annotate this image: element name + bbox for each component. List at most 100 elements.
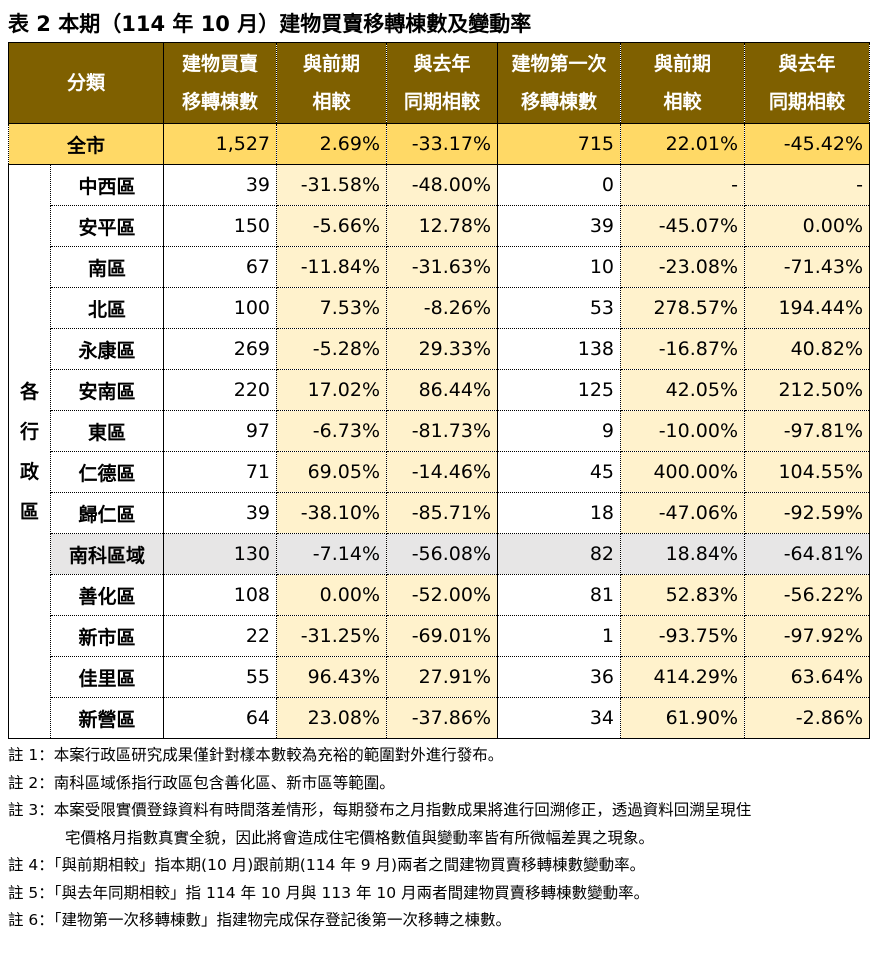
- value-cell: -31.25%: [276, 615, 388, 657]
- value-cell: -52.00%: [386, 574, 499, 616]
- header-line: 與前期: [654, 53, 712, 75]
- header-line: 與去年: [413, 53, 471, 75]
- value-cell: 81: [497, 574, 622, 616]
- value-cell: 18: [497, 492, 622, 534]
- table-row: 新營區 64 23.08% -37.86% 34 61.90% -2.86%: [9, 697, 871, 739]
- value-cell: -5.66%: [276, 205, 388, 247]
- value-cell: 194.44%: [744, 287, 871, 329]
- table-row: 新市區 22 -31.25% -69.01% 1 -93.75% -97.92%: [9, 615, 871, 657]
- header-line: 同期相較: [769, 91, 846, 113]
- value-cell: 69.05%: [276, 451, 388, 493]
- value-cell: 269: [163, 328, 278, 370]
- value-cell: 1,527: [163, 123, 278, 165]
- value-cell: 715: [497, 123, 622, 165]
- value-cell: -31.58%: [276, 164, 388, 206]
- value-cell: 86.44%: [386, 369, 499, 411]
- table-row: 安平區 150 -5.66% 12.78% 39 -45.07% 0.00%: [9, 205, 871, 247]
- header-line: 建物第一次: [511, 53, 607, 75]
- side-label-char: 政: [19, 460, 39, 483]
- table-row: 佳里區 55 96.43% 27.91% 36 414.29% 63.64%: [9, 656, 871, 698]
- value-cell: 138: [497, 328, 622, 370]
- value-cell: -7.14%: [276, 533, 388, 575]
- value-cell: -: [744, 164, 871, 206]
- column-header: 分類: [7, 42, 165, 124]
- district-name: 南科區域: [49, 533, 165, 575]
- table-row: 南區 67 -11.84% -31.63% 10 -23.08% -71.43%: [9, 246, 871, 288]
- value-cell: -31.63%: [386, 246, 499, 288]
- value-cell: 82: [497, 533, 622, 575]
- table-row: 東區 97 -6.73% -81.73% 9 -10.00% -97.81%: [9, 410, 871, 452]
- value-cell: -56.08%: [386, 533, 499, 575]
- table-row: 南科區域 130 -7.14% -56.08% 82 18.84% -64.81%: [9, 533, 871, 575]
- value-cell: 9: [497, 410, 622, 452]
- value-cell: 104.55%: [744, 451, 871, 493]
- value-cell: 400.00%: [620, 451, 746, 493]
- column-header: 與去年 同期相較: [744, 42, 871, 124]
- value-cell: -37.86%: [386, 697, 499, 739]
- district-name: 永康區: [49, 328, 165, 370]
- column-header: 與前期 相較: [620, 42, 746, 124]
- side-label: 各行政區: [8, 164, 51, 739]
- value-cell: 0.00%: [744, 205, 871, 247]
- value-cell: 130: [163, 533, 278, 575]
- value-cell: 150: [163, 205, 278, 247]
- header-line: 移轉棟數: [521, 91, 598, 113]
- value-cell: 0: [497, 164, 622, 206]
- header-line: 建物買賣: [182, 53, 259, 75]
- value-cell: 23.08%: [276, 697, 388, 739]
- header-line: 移轉棟數: [182, 91, 259, 113]
- total-row: 全市 1,527 2.69% -33.17% 715 22.01% -45.42%: [7, 123, 871, 165]
- value-cell: -: [620, 164, 746, 206]
- district-name: 安南區: [49, 369, 165, 411]
- footnote: 註 1：本案行政區研究成果僅針對樣本數較為充裕的範圍對外進行發布。: [8, 746, 504, 764]
- footnote: 註 5：「與去年同期相較」指 114 年 10 月與 113 年 10 月兩者間…: [8, 883, 650, 902]
- footnote: 宅價格月指數真實全貌，因此將會造成住宅價格數值與變動率皆有所微幅差異之現象。: [65, 828, 655, 847]
- value-cell: 39: [163, 492, 278, 534]
- value-cell: 52.83%: [620, 574, 746, 616]
- header-line: 相較: [312, 91, 351, 113]
- value-cell: -56.22%: [744, 574, 871, 616]
- transfer-table: 分類 建物買賣 移轉棟數 與前期 相較 與去年 同期相較 建物第一次 移轉棟數 與前期 相較 與去年同…: [7, 42, 871, 739]
- header-line: 與去年: [778, 53, 836, 75]
- footnotes: 註 1：本案行政區研究成果僅針對樣本數較為充裕的範圍對外進行發布。註 2：南科區…: [8, 742, 751, 935]
- value-cell: 42.05%: [620, 369, 746, 411]
- value-cell: -11.84%: [276, 246, 388, 288]
- column-header: 建物第一次 移轉棟數: [497, 42, 622, 124]
- value-cell: 22.01%: [620, 123, 746, 165]
- table-row: 仁德區 71 69.05% -14.46% 45 400.00% 104.55%: [9, 451, 871, 493]
- value-cell: 278.57%: [620, 287, 746, 329]
- value-cell: 34: [497, 697, 622, 739]
- value-cell: -2.86%: [744, 697, 871, 739]
- district-name: 東區: [49, 410, 165, 452]
- district-name: 南區: [49, 246, 165, 288]
- value-cell: 12.78%: [386, 205, 499, 247]
- value-cell: -33.17%: [386, 123, 499, 165]
- value-cell: 10: [497, 246, 622, 288]
- value-cell: 220: [163, 369, 278, 411]
- value-cell: 100: [163, 287, 278, 329]
- value-cell: -47.06%: [620, 492, 746, 534]
- district-name: 北區: [49, 287, 165, 329]
- value-cell: -97.92%: [744, 615, 871, 657]
- value-cell: -16.87%: [620, 328, 746, 370]
- footnote: 註 2：南科區域係指行政區包含善化區、新市區等範圍。: [8, 773, 395, 792]
- district-name: 佳里區: [49, 656, 165, 698]
- value-cell: 2.69%: [276, 123, 388, 165]
- value-cell: 1: [497, 615, 622, 657]
- table-row: 善化區 108 0.00% -52.00% 81 52.83% -56.22%: [9, 574, 871, 616]
- value-cell: -45.42%: [744, 123, 871, 165]
- value-cell: -23.08%: [620, 246, 746, 288]
- table-row: 北區 100 7.53% -8.26% 53 278.57% 194.44%: [9, 287, 871, 329]
- value-cell: 36: [497, 656, 622, 698]
- value-cell: 63.64%: [744, 656, 871, 698]
- district-name: 全市: [7, 123, 165, 165]
- value-cell: -69.01%: [386, 615, 499, 657]
- value-cell: -97.81%: [744, 410, 871, 452]
- value-cell: 71: [163, 451, 278, 493]
- district-name: 善化區: [49, 574, 165, 616]
- value-cell: -93.75%: [620, 615, 746, 657]
- value-cell: -48.00%: [386, 164, 499, 206]
- value-cell: 7.53%: [276, 287, 388, 329]
- district-name: 中西區: [49, 164, 165, 206]
- value-cell: 53: [497, 287, 622, 329]
